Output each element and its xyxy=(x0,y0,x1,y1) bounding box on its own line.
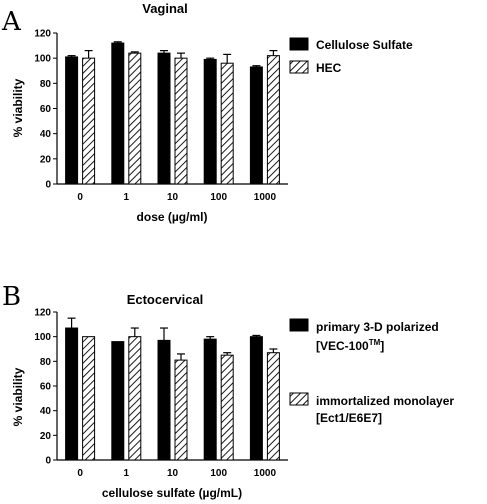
y-tick-label: 0 xyxy=(45,456,51,467)
y-tick-label: 0 xyxy=(45,180,51,191)
panel-a: A Vaginal % viability dose (µg/ml) 0 20 40… xyxy=(1,1,413,224)
y-tick-label: 20 xyxy=(40,154,52,165)
legend-label-immortalized-monolayer: immortalized monolayer xyxy=(316,394,454,408)
bar xyxy=(220,354,234,461)
bar xyxy=(82,336,96,461)
panel-a-xlabel: dose (µg/ml) xyxy=(137,210,208,224)
bar xyxy=(157,52,171,185)
panel-a-ylabel: % viability xyxy=(11,78,25,137)
bar xyxy=(111,42,125,185)
x-tick-label: 0 xyxy=(77,468,83,479)
x-tick-label: 10 xyxy=(167,468,179,479)
panel-a-letter: A xyxy=(1,7,22,37)
legend-label-cellulose-sulfate: Cellulose Sulfate xyxy=(316,38,413,52)
legend-swatch-cellulose-sulfate xyxy=(289,37,309,51)
y-tick-label: 40 xyxy=(40,129,52,140)
panel-b-ylabel: % viability xyxy=(11,367,25,426)
y-tick-label: 80 xyxy=(40,79,52,90)
bar xyxy=(82,57,96,185)
y-tick-label: 60 xyxy=(40,382,52,393)
panel-a-plot: 0 20 40 60 80 100 120 0 1 10 100 1000 xyxy=(34,29,288,203)
x-tick-label: 0 xyxy=(77,192,83,203)
bar xyxy=(111,341,125,461)
x-tick-label: 1000 xyxy=(254,192,277,203)
bar xyxy=(220,62,234,185)
legend-label-hec: HEC xyxy=(316,61,342,75)
y-tick-label: 40 xyxy=(40,406,52,417)
y-tick-label: 100 xyxy=(34,54,51,65)
bar xyxy=(174,359,188,461)
legend-swatch-immortalized-monolayer xyxy=(289,392,309,406)
bar xyxy=(157,339,171,461)
y-tick-label: 120 xyxy=(34,308,51,319)
bar xyxy=(65,327,79,461)
y-tick-label: 60 xyxy=(40,104,52,115)
legend-label-ect1: [Ect1/E6E7] xyxy=(316,411,382,425)
y-tick-label: 80 xyxy=(40,357,52,368)
bar xyxy=(203,338,217,461)
legend-label-tm: TM xyxy=(369,338,381,347)
legend-label-close-bracket: ] xyxy=(380,339,384,353)
panel-b-plot: 0 20 40 60 80 100 120 0 1 10 100 1000 xyxy=(34,308,288,479)
panel-b-xlabel: cellulose sulfate (µg/mL) xyxy=(102,486,242,500)
bar xyxy=(249,336,263,461)
bar xyxy=(266,352,280,461)
y-tick-label: 100 xyxy=(34,332,51,343)
y-tick-label: 20 xyxy=(40,431,52,442)
legend-label-primary-3d-polarized: primary 3-D polarized xyxy=(316,320,439,334)
bar xyxy=(174,57,188,185)
x-tick-label: 10 xyxy=(167,192,179,203)
y-tick-label: 120 xyxy=(34,29,51,40)
panel-b: B Ectocervical % viability cellulose sul… xyxy=(2,282,454,500)
bar xyxy=(65,56,79,185)
legend-swatch-primary-3d-polarized xyxy=(289,318,309,332)
legend-swatch-hec xyxy=(289,60,309,74)
legend-label-primary-3d-polarized-line2: [VEC-100TM] xyxy=(316,338,384,353)
panel-a-title: Vaginal xyxy=(142,1,188,16)
x-tick-label: 100 xyxy=(210,468,227,479)
bar xyxy=(266,55,280,185)
x-tick-label: 1 xyxy=(124,468,130,479)
x-tick-label: 1 xyxy=(124,192,130,203)
bar xyxy=(128,52,142,185)
x-tick-label: 100 xyxy=(210,192,227,203)
panel-b-legend: primary 3-D polarized [VEC-100TM] immort… xyxy=(289,318,454,425)
panel-a-legend: Cellulose Sulfate HEC xyxy=(289,37,413,75)
bar xyxy=(203,58,217,185)
panel-b-title: Ectocervical xyxy=(127,292,204,307)
bar xyxy=(128,336,142,461)
legend-label-vec100: [VEC-100 xyxy=(316,339,369,353)
panel-b-letter: B xyxy=(2,282,21,312)
bar xyxy=(249,66,263,185)
x-tick-label: 1000 xyxy=(254,468,277,479)
